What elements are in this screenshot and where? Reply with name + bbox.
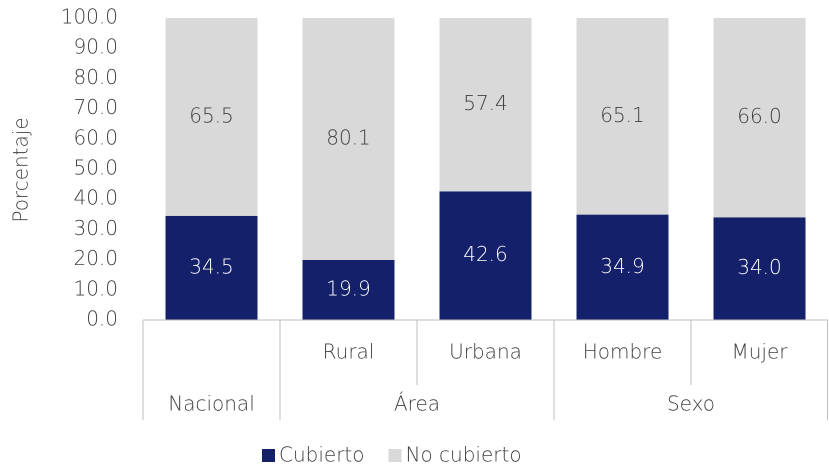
bar-segment <box>713 18 806 218</box>
data-label: 65.1 <box>600 103 645 127</box>
y-tick-label: 60.0 <box>73 125 118 149</box>
y-tick-label: 80.0 <box>73 65 118 89</box>
data-label: 66.0 <box>737 104 782 128</box>
data-label: 42.6 <box>463 242 508 266</box>
data-label: 57.4 <box>463 91 508 115</box>
y-tick-label: 30.0 <box>73 216 118 240</box>
data-label: 65.5 <box>189 103 234 127</box>
bar-segment <box>439 191 532 320</box>
data-label: 34.5 <box>189 254 234 278</box>
legend-swatch <box>388 449 402 462</box>
y-tick-label: 0.0 <box>86 307 118 331</box>
y-tick-label: 90.0 <box>73 35 118 59</box>
bar-segment <box>576 18 669 215</box>
x-tick-label: Rural <box>323 340 375 364</box>
bar-segment <box>576 214 669 320</box>
group-label: Sexo <box>667 392 715 416</box>
y-tick-label: 100.0 <box>61 5 118 29</box>
legend-label: Cubierto <box>279 443 365 467</box>
data-label: 34.0 <box>737 255 782 279</box>
y-tick-label: 40.0 <box>73 186 118 210</box>
group-label: Área <box>394 392 440 416</box>
bar-segment <box>302 259 395 320</box>
data-label: 19.9 <box>326 276 371 300</box>
x-tick-label: Hombre <box>583 340 663 364</box>
bar-segment <box>302 18 395 260</box>
legend-swatch <box>262 449 275 462</box>
y-axis-label: Porcentaje <box>9 117 33 222</box>
bar-segment <box>165 215 258 320</box>
bar-segment <box>713 217 806 320</box>
y-tick-label: 20.0 <box>73 246 118 270</box>
x-tick-label: Mujer <box>731 340 788 364</box>
y-tick-label: 50.0 <box>73 156 118 180</box>
bar-segment <box>439 18 532 192</box>
group-label: Nacional <box>168 392 255 416</box>
data-label: 80.1 <box>326 125 371 149</box>
bar-segment <box>165 18 258 216</box>
x-tick-label: Urbana <box>449 340 522 364</box>
legend-label: No cubierto <box>406 443 522 467</box>
y-tick-label: 70.0 <box>73 95 118 119</box>
data-label: 34.9 <box>600 254 645 278</box>
y-tick-label: 10.0 <box>73 276 118 300</box>
